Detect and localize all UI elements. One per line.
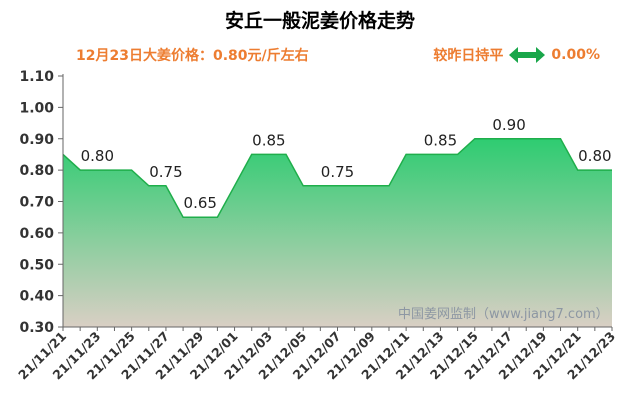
y-tick-label: 0.80	[19, 163, 54, 179]
data-label: 0.80	[81, 147, 114, 165]
y-tick-label: 0.50	[19, 257, 54, 273]
y-tick-label: 1.00	[19, 100, 54, 116]
data-label: 0.85	[424, 131, 457, 149]
price-line	[62, 137, 612, 218]
data-label: 0.75	[321, 163, 354, 181]
data-label: 0.75	[149, 163, 182, 181]
chart-title: 安丘一般泥姜价格走势	[224, 10, 415, 32]
y-tick-label: 1.10	[19, 69, 54, 85]
double-arrow-icon	[509, 47, 546, 63]
price-change: 较昨日持平 0.00%	[433, 45, 600, 65]
y-tick-label: 0.90	[19, 132, 54, 148]
data-label: 0.90	[492, 116, 525, 134]
change-label: 较昨日持平	[433, 48, 504, 64]
y-tick-label: 0.40	[19, 289, 54, 305]
y-tick-label: 0.60	[19, 226, 54, 242]
data-label: 0.80	[578, 147, 611, 165]
watermark: 中国姜网监制（www.jiang7.com）	[398, 307, 609, 322]
data-label: 0.85	[252, 131, 285, 149]
data-label: 0.65	[184, 194, 217, 212]
change-value: 0.00%	[551, 47, 600, 63]
y-tick-label: 0.70	[19, 195, 54, 211]
y-tick-label: 0.30	[19, 320, 54, 336]
price-summary: 12月23日大姜价格：0.80元/斤左右	[76, 48, 309, 64]
price-area	[63, 138, 612, 327]
